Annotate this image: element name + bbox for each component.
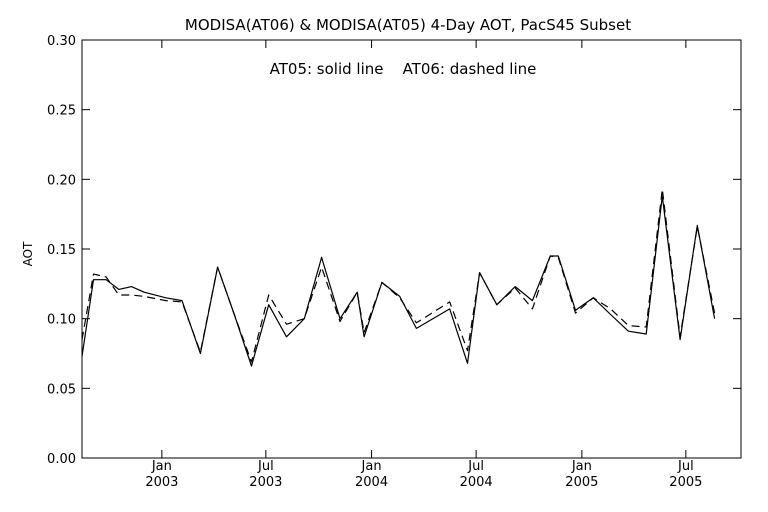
y-tick-label: 0.00 xyxy=(47,452,76,467)
y-axis-label: AOT xyxy=(21,241,35,266)
x-tick-year-label: 2003 xyxy=(249,475,282,490)
plot-frame xyxy=(81,39,742,459)
x-tick-month-label: Jul xyxy=(257,459,274,474)
x-axis: Jan2003Jul2003Jan2004Jul2004Jan2005Jul20… xyxy=(145,40,702,490)
x-tick-year-label: 2004 xyxy=(460,475,493,490)
x-tick-month-label: Jan xyxy=(151,459,172,474)
series-layer xyxy=(81,188,716,367)
x-tick-year-label: 2005 xyxy=(565,475,598,490)
y-tick-label: 0.10 xyxy=(47,313,76,328)
y-tick-label: 0.15 xyxy=(47,243,76,258)
y-tick-label: 0.20 xyxy=(47,173,76,188)
y-tick-label: 0.30 xyxy=(47,34,76,49)
series-at05-line xyxy=(81,195,716,367)
x-tick-month-label: Jul xyxy=(467,459,484,474)
y-tick-label: 0.05 xyxy=(47,382,76,397)
x-tick-year-label: 2004 xyxy=(355,475,388,490)
x-tick-month-label: Jul xyxy=(677,459,694,474)
series-at06-line xyxy=(81,188,716,363)
line-style-annotation: AT05: solid line AT06: dashed line xyxy=(270,60,537,78)
x-tick-month-label: Jan xyxy=(571,459,592,474)
x-tick-year-label: 2003 xyxy=(145,475,178,490)
y-tick-label: 0.25 xyxy=(47,104,76,119)
y-axis: 0.00 0.05 0.10 0.15 0.20 0.25 0.30 xyxy=(47,34,741,467)
chart-title: MODISA(AT06) & MODISA(AT05) 4-Day AOT, P… xyxy=(185,16,631,34)
x-tick-month-label: Jan xyxy=(361,459,382,474)
x-tick-year-label: 2005 xyxy=(669,475,702,490)
